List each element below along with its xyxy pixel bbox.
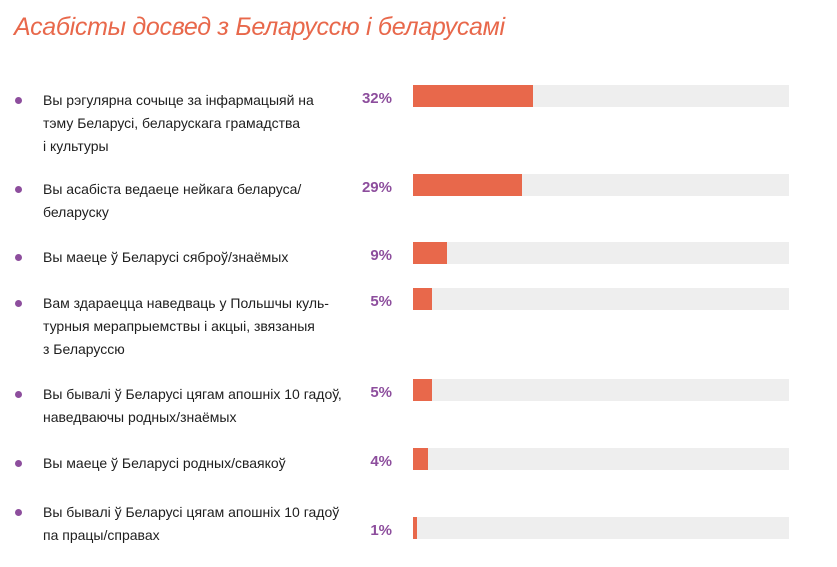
category-label-line: Вы рэгулярна сочыце за інфармацыяй на [43,92,314,108]
chart-title: Асабісты досвед з Беларуссю і беларусамі [14,13,505,41]
category-label-line: Вам здараецца наведваць у Польшчы куль- [43,295,329,311]
bar [413,174,522,196]
category-label: Вы маеце ў Беларусі сяброў/знаёмых [43,246,348,269]
value-label: 5% [370,293,392,310]
bar [413,242,447,264]
value-label: 9% [370,247,392,264]
value-label: 5% [370,384,392,401]
value-label: 32% [361,90,392,107]
bullet-icon [15,509,22,516]
value-label: 1% [370,522,392,539]
bullet-icon [15,254,22,261]
bar [413,517,417,539]
bar-track [413,379,789,401]
bar-track [413,242,789,264]
category-label-line: турныя мерапрыемствы і акцыі, звязаныя [43,318,315,334]
bar [413,448,428,470]
bar [413,288,432,310]
category-label-line: Вы асабіста ведаеце нейкага беларуса/ [43,181,302,197]
bullet-icon [15,97,22,104]
bullet-icon [15,186,22,193]
category-label-line: па працы/справах [43,527,160,543]
bar-track [413,288,789,310]
category-label-line: Вы бывалі ў Беларусі цягам апошніх 10 га… [43,504,340,520]
category-label: Вы асабіста ведаеце нейкага беларуса/бел… [43,178,348,224]
category-label-line: Вы маеце ў Беларусі сяброў/знаёмых [43,249,289,265]
category-label-line: наведваючы родных/знаёмых [43,409,237,425]
category-label: Вы бывалі ў Беларусі цягам апошніх 10 га… [43,501,348,547]
value-label: 29% [361,179,392,196]
bar [413,85,533,107]
category-label-line: тэму Беларусі, беларускага грамадства [43,115,301,131]
bar-track [413,448,789,470]
category-label: Вы рэгулярна сочыце за інфармацыяй на тэм… [43,89,348,158]
category-label: Вам здараецца наведваць у Польшчы куль-т… [43,292,348,361]
bar-track [413,174,789,196]
bullet-icon [15,300,22,307]
bar-track [413,517,789,539]
bullet-icon [15,391,22,398]
bullet-icon [15,460,22,467]
category-label: Вы маеце ў Беларусі родных/сваякоў [43,452,348,475]
category-label-line: беларуску [43,204,109,220]
bar [413,379,432,401]
value-label: 4% [370,453,392,470]
category-label-line: з Беларуссю [43,341,125,357]
category-label-line: Вы бывалі ў Беларусі цягам апошніх 10 га… [43,386,342,402]
bar-track [413,85,789,107]
category-label-line: Вы маеце ў Беларусі родных/сваякоў [43,455,286,471]
category-label-line: і культуры [43,138,109,154]
category-label: Вы бывалі ў Беларусі цягам апошніх 10 га… [43,383,348,429]
